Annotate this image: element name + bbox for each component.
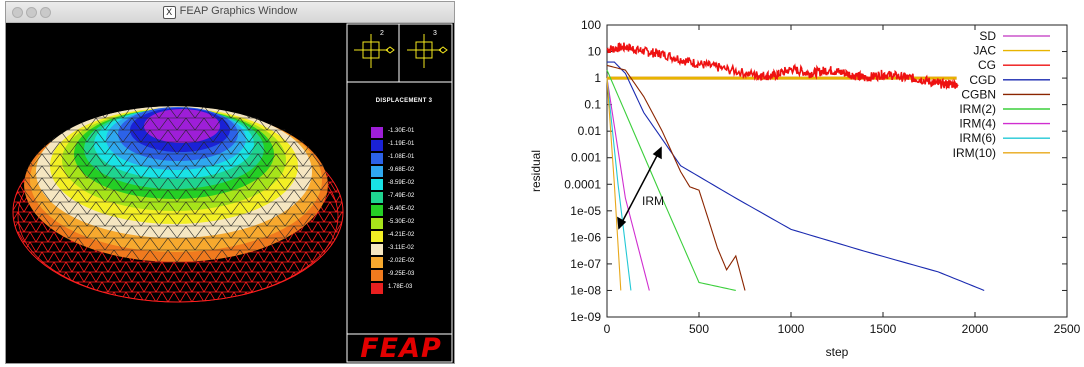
legend-swatch: [371, 140, 383, 151]
y-tick-label: 10: [588, 45, 602, 59]
y-axis-label: residual: [529, 150, 543, 192]
legend-value: -3.11E-02: [388, 245, 414, 251]
residual-chart: 100 10 1 0.1 0.01 0.001 0.0001 1e-05 1e-06 1e-07 1…: [529, 18, 1080, 359]
legend-swatch: [371, 244, 383, 255]
zoom-window-button[interactable]: [40, 7, 51, 18]
legend-value: -9.25E-03: [388, 271, 415, 277]
legend-value: -7.49E-02: [388, 193, 415, 199]
series-line: [606, 78, 622, 291]
x-axis: 0 500 1000 1500 2000 2500: [604, 25, 1080, 336]
legend-swatch: [371, 153, 383, 164]
series-line: [606, 78, 650, 291]
legend-value: -2.02E-02: [388, 258, 415, 264]
window-titlebar[interactable]: X FEAP Graphics Window: [6, 2, 454, 23]
legend-value: -8.59E-02: [388, 180, 415, 186]
x-axis-label: step: [826, 345, 849, 359]
feap-logo: FEAP: [360, 333, 442, 364]
x-tick-label: 2000: [962, 322, 989, 336]
displacement-contour: [24, 106, 328, 262]
y-tick-label: 1e-05: [570, 204, 601, 218]
legend-swatch: [371, 179, 383, 190]
y-tick-label: 1: [594, 71, 601, 85]
legend-swatch: [371, 218, 383, 229]
y-tick-label: 100: [581, 18, 601, 32]
y-tick-label: 1e-08: [570, 283, 601, 297]
y-tick-label: 0.0001: [564, 177, 601, 191]
y-axis: 100 10 1 0.1 0.01 0.001 0.0001 1e-05 1e-06 1e-07 1…: [564, 18, 1067, 324]
legend-label: IRM(4): [959, 117, 996, 131]
x-tick-label: 500: [689, 322, 709, 336]
legend-value: -9.68E-02: [388, 167, 415, 173]
legend-row: -1.08E-01: [371, 152, 451, 164]
legend-row: -8.59E-02: [371, 178, 451, 190]
series-line: [606, 42, 959, 90]
series-group: [606, 42, 985, 291]
axis-label-2: 2: [380, 30, 384, 37]
legend-label: CGBN: [961, 87, 996, 101]
legend-swatch: [371, 270, 383, 281]
legend-swatch: [371, 192, 383, 203]
x-tick-label: 1500: [870, 322, 897, 336]
x-tick-label: 2500: [1054, 322, 1080, 336]
y-tick-label: 0.01: [578, 124, 602, 138]
legend-value: -6.40E-02: [388, 206, 415, 212]
irm-annotation-arrow: [617, 146, 662, 230]
legend-label: IRM(2): [959, 102, 996, 116]
axis-label-3: 3: [433, 30, 437, 37]
legend-label: SD: [979, 29, 996, 43]
irm-annotation: IRM: [642, 194, 664, 208]
legend-row: -5.30E-02: [371, 217, 451, 229]
y-tick-label: 1e-07: [570, 257, 601, 271]
legend-swatch: [371, 127, 383, 138]
legend-value: -5.30E-02: [388, 219, 415, 225]
legend-row: -7.49E-02: [371, 191, 451, 203]
series-line: [606, 64, 746, 291]
legend-title: DISPLACEMENT 3: [375, 98, 433, 104]
legend-swatch: [371, 166, 383, 177]
close-window-button[interactable]: [12, 7, 23, 18]
feap-graphics-window: X FEAP Graphics Window: [5, 1, 455, 364]
minimize-window-button[interactable]: [26, 7, 37, 18]
window-title-text: FEAP Graphics Window: [179, 5, 298, 17]
y-tick-label: 1e-06: [570, 230, 601, 244]
legend-label: CG: [978, 58, 996, 72]
legend-label: IRM(6): [959, 131, 996, 145]
x-tick-label: 1000: [778, 322, 805, 336]
legend-value: 1.78E-03: [388, 284, 413, 290]
window-title: X FEAP Graphics Window: [6, 5, 454, 19]
series-line: [607, 61, 985, 291]
legend-swatch: [371, 283, 383, 294]
axis-triad-icon: [354, 34, 448, 68]
x-tick-label: 0: [604, 322, 611, 336]
legend-label: IRM(10): [953, 146, 996, 160]
legend-label: JAC: [973, 44, 996, 58]
plot-frame: [606, 24, 1068, 318]
x11-icon: X: [162, 6, 176, 19]
legend-value: -4.21E-02: [388, 232, 415, 238]
y-tick-label: 1e-09: [570, 310, 601, 324]
legend-value: -1.30E-01: [388, 128, 415, 134]
legend-swatch: [371, 257, 383, 268]
legend-row: -1.19E-01: [371, 139, 451, 151]
legend-swatch: [371, 205, 383, 216]
feap-plot-canvas: 2 3: [12, 23, 453, 363]
series-line: [606, 78, 632, 291]
series-line: [606, 69, 736, 291]
logo-panel: [346, 333, 453, 363]
y-tick-label: 0.001: [571, 151, 601, 165]
legend-label: CGD: [969, 73, 996, 87]
legend-row: -9.68E-02: [371, 165, 451, 177]
legend-row: -1.30E-01: [371, 126, 451, 138]
legend-row: 1.78E-03: [371, 282, 451, 294]
y-tick-label: 0.1: [584, 98, 601, 112]
legend-value: -1.19E-01: [388, 141, 415, 147]
legend-row: -6.40E-02: [371, 204, 451, 216]
legend-row: -4.21E-02: [371, 230, 451, 242]
legend-row: -9.25E-03: [371, 269, 451, 281]
legend-row: -3.11E-02: [371, 243, 451, 255]
legend-row: -2.02E-02: [371, 256, 451, 268]
legend-swatch: [371, 231, 383, 242]
legend-value: -1.08E-01: [388, 154, 415, 160]
